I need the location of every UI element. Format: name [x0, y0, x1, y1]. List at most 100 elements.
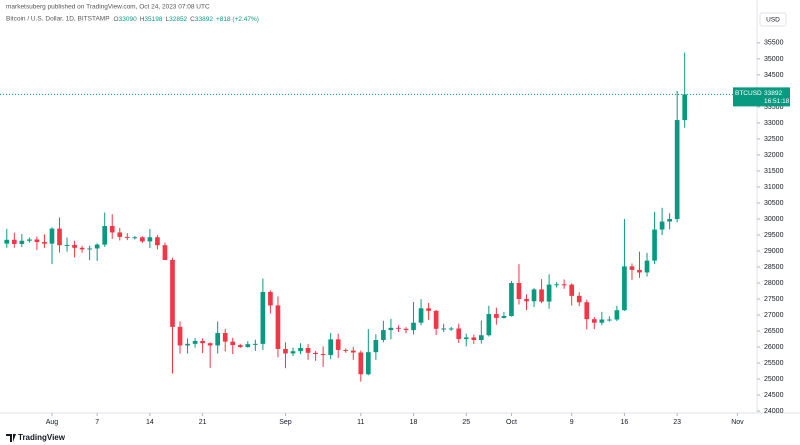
candle-body: [614, 310, 620, 320]
candle-body: [682, 94, 688, 121]
candle: Sep 8: [335, 333, 341, 358]
candle: Aug 15: [155, 234, 160, 250]
candle: Sep 1: [283, 342, 288, 369]
change: +818 (+2.47%): [216, 16, 259, 23]
candle-body: [94, 244, 100, 249]
candle: Sep 10: [350, 347, 356, 360]
y-tick-label: 32500: [764, 136, 784, 143]
candle-body: [463, 337, 469, 340]
candle-body: [328, 339, 334, 356]
candle: Oct 22: [667, 213, 672, 230]
candle-body: [531, 289, 537, 302]
countdown-label: 16:51:18: [764, 98, 790, 105]
y-tick-label: 25500: [764, 360, 784, 367]
candle-body: [350, 350, 356, 353]
candle: Oct 8: [561, 279, 567, 289]
ohlc-letter: H: [140, 16, 145, 23]
candle-body: [426, 308, 431, 311]
candle-body: [19, 240, 25, 244]
ohlc-legend: O33090 H35198 L32852 C33892 +818 (+2.47%): [114, 16, 259, 23]
candle-body: [207, 343, 213, 346]
y-tick-label: 28500: [764, 264, 784, 271]
candle: Aug 9: [109, 214, 115, 239]
ohlc-value: 32852: [169, 16, 187, 23]
candle-body: [162, 245, 168, 260]
candle: Oct 23: [674, 90, 680, 223]
candle-body: [290, 351, 296, 354]
candle-body: [674, 120, 680, 219]
candle-body: [343, 349, 349, 351]
candle-body: [102, 226, 108, 245]
candle: Aug 21: [200, 338, 205, 354]
candle-body: [222, 332, 228, 342]
candle-body: [494, 314, 499, 318]
candle: Sep 15: [388, 318, 394, 340]
candle: Sep 9: [343, 348, 349, 353]
candle: Aug 29: [260, 278, 266, 350]
candle: Oct 13: [599, 311, 605, 326]
candle-body: [155, 237, 160, 246]
candle: Sep 29: [494, 307, 499, 325]
x-tick-label: 9: [570, 419, 574, 426]
candle: Aug 23: [215, 321, 221, 354]
currency-box[interactable]: [759, 12, 787, 27]
x-tick-label: Oct: [506, 419, 517, 426]
candle: Oct 15: [614, 305, 620, 322]
candle-body: [607, 319, 612, 321]
candle: Sep 5: [313, 350, 318, 361]
candle: Sep 28: [486, 305, 492, 337]
candle: Sep 21: [433, 309, 439, 335]
candle: Aug 26: [237, 343, 243, 349]
candle-body: [320, 354, 326, 356]
candle-body: [358, 352, 364, 375]
candle-body: [622, 266, 627, 311]
ohlc-letter: L: [165, 16, 169, 23]
candle-body: [57, 228, 62, 246]
candle: Aug 18: [177, 321, 183, 354]
candle-body: [396, 327, 401, 329]
candle-body: [253, 343, 258, 345]
candle: Aug 12: [132, 235, 138, 240]
x-tick-label: Sep: [279, 419, 292, 426]
candle-body: [509, 283, 514, 316]
candle: Sep 7: [328, 332, 334, 360]
candle: Aug 31: [275, 296, 281, 358]
candle: Oct 6: [546, 274, 552, 309]
candle: Sep 24: [456, 323, 462, 343]
candle-body: [147, 237, 153, 242]
y-tick-label: 30000: [764, 216, 784, 223]
y-tick-label: 27500: [764, 296, 784, 303]
candle: Oct 3: [524, 294, 529, 310]
candle-body: [524, 299, 529, 302]
x-tick-label: 18: [410, 419, 418, 426]
candle-body: [335, 339, 341, 350]
candle-body: [373, 340, 379, 353]
candle-body: [637, 269, 642, 273]
y-tick-label: 27000: [764, 312, 784, 319]
currency[interactable]: USD: [766, 17, 780, 24]
candle-body: [79, 247, 85, 250]
candle: Sep 3: [298, 343, 303, 355]
candle: Sep 11: [358, 350, 364, 382]
candle-body: [170, 259, 175, 327]
candle: Jul 29: [27, 237, 32, 243]
candle: Oct 9: [569, 283, 575, 306]
candle: Oct 24: [682, 52, 688, 128]
candle-body: [539, 289, 544, 302]
ohlc-letter: C: [190, 16, 195, 23]
x-tick-label: 14: [146, 419, 154, 426]
candle-body: [561, 284, 567, 286]
candle: Oct 1: [509, 281, 514, 317]
x-tick-label: 23: [673, 419, 681, 426]
candle-body: [629, 266, 635, 270]
candle-body: [599, 319, 605, 323]
y-tick-label: 29000: [764, 248, 784, 255]
candle-body: [49, 228, 55, 244]
candle-body: [200, 340, 205, 344]
y-tick-label: 24000: [764, 408, 784, 415]
candle-body: [4, 239, 10, 244]
candle-body: [501, 315, 507, 318]
candle-body: [644, 260, 650, 273]
candle-body: [365, 352, 371, 375]
